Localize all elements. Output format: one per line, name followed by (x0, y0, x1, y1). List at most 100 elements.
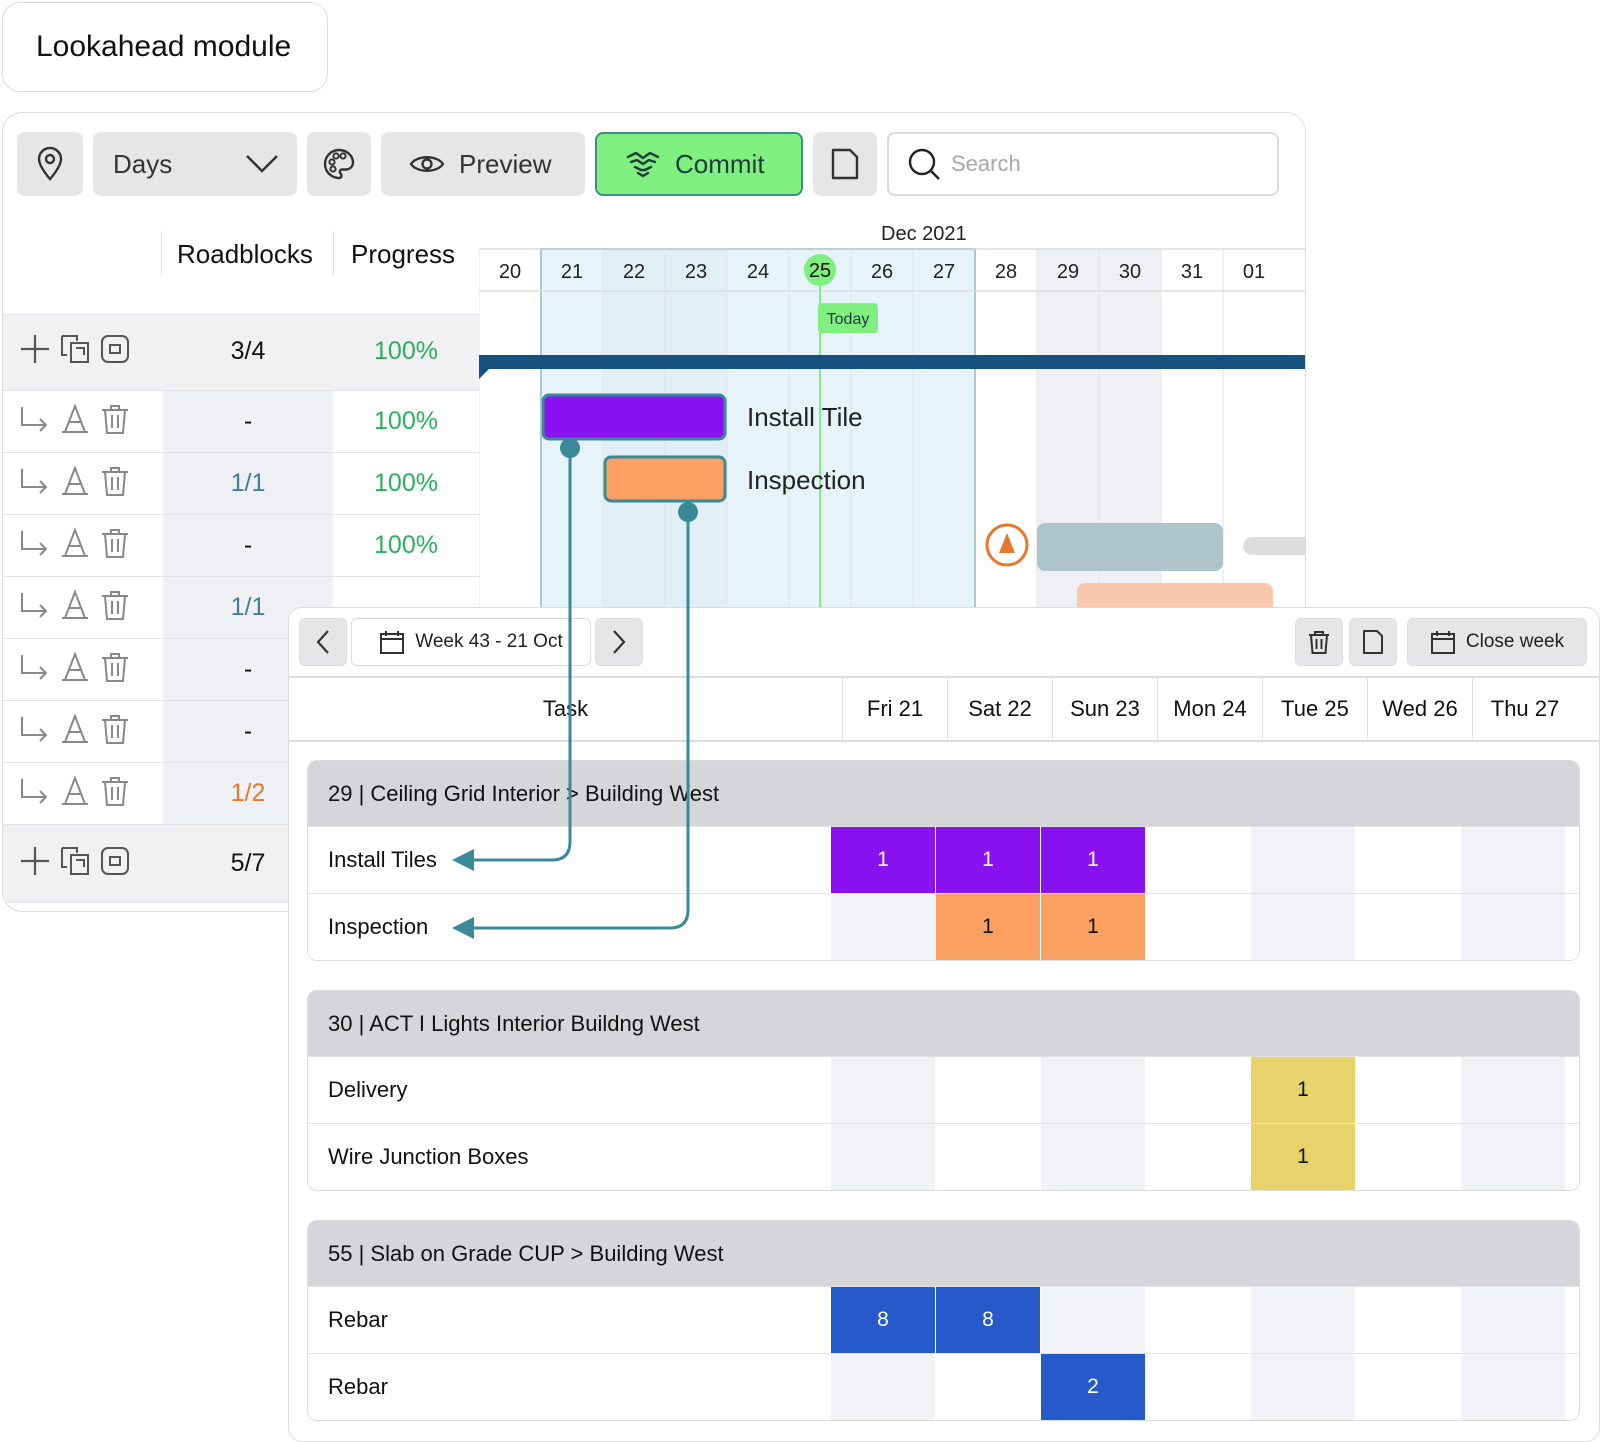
task-group: 29 | Ceiling Grid Interior > Building We… (307, 760, 1580, 961)
day-cell[interactable]: 1 (830, 827, 935, 893)
indent-button[interactable] (19, 651, 51, 688)
task-name[interactable]: Wire Junction Boxes (328, 1144, 529, 1169)
day-cell[interactable] (1040, 1057, 1145, 1123)
group-title[interactable]: 30 | ACT I Lights Interior Buildng West (308, 991, 1579, 1056)
link-button[interactable] (59, 845, 91, 882)
delete-row-button[interactable] (99, 527, 131, 564)
format-button[interactable] (59, 403, 91, 440)
day-cell[interactable]: 1 (935, 894, 1040, 960)
task-name[interactable]: Rebar (328, 1307, 388, 1332)
add-button[interactable] (19, 845, 51, 882)
day-cell[interactable] (1145, 827, 1250, 893)
day-cell[interactable]: 1 (1040, 827, 1145, 893)
day-cell[interactable] (1250, 1287, 1355, 1353)
day-cell[interactable] (1145, 1124, 1250, 1190)
format-button[interactable] (59, 713, 91, 750)
task-name[interactable]: Inspection (328, 914, 429, 939)
day-cell[interactable] (830, 1354, 935, 1420)
close-week-button[interactable]: Close week (1407, 618, 1587, 666)
day-cell[interactable] (1145, 1354, 1250, 1420)
day-cell[interactable] (1460, 1287, 1565, 1353)
day-cell[interactable] (1145, 894, 1250, 960)
task-name[interactable]: Delivery (328, 1077, 408, 1102)
preview-button[interactable]: Preview (381, 132, 585, 196)
day-cell[interactable] (935, 1354, 1040, 1420)
day-cell[interactable] (1460, 1354, 1565, 1420)
day-cell[interactable]: 8 (935, 1287, 1040, 1353)
palette-button[interactable] (307, 132, 371, 196)
commit-button[interactable]: Commit (595, 132, 803, 196)
day-cell[interactable] (1355, 1354, 1460, 1420)
format-button[interactable] (59, 527, 91, 564)
task-name[interactable]: Install Tiles (328, 847, 437, 872)
day-cell[interactable] (1145, 1287, 1250, 1353)
day-cell[interactable]: 1 (1250, 1124, 1355, 1190)
delete-row-button[interactable] (99, 775, 131, 812)
day-cell[interactable] (830, 894, 935, 960)
indent-button[interactable] (19, 403, 51, 440)
search-box[interactable]: Search (887, 132, 1279, 196)
divider (289, 740, 1599, 742)
delete-row-button[interactable] (99, 589, 131, 626)
day-cell[interactable] (1355, 827, 1460, 893)
day-cell[interactable] (830, 1124, 935, 1190)
week-selector[interactable]: Week 43 - 21 Oct (351, 618, 591, 666)
day-cell[interactable] (1460, 894, 1565, 960)
add-button[interactable] (19, 333, 51, 370)
indent-button[interactable] (19, 713, 51, 750)
indent-button[interactable] (19, 775, 51, 812)
format-button[interactable] (59, 775, 91, 812)
location-button[interactable] (17, 132, 83, 196)
link-button[interactable] (59, 333, 91, 370)
day-cell[interactable] (1355, 894, 1460, 960)
day-cell[interactable] (1355, 1057, 1460, 1123)
save-view-button[interactable] (813, 132, 877, 196)
day-cell[interactable] (1460, 827, 1565, 893)
text-style-icon (62, 589, 88, 619)
day-cell[interactable]: 2 (1040, 1354, 1145, 1420)
day-cell[interactable]: 8 (830, 1287, 935, 1353)
day-cell[interactable] (1040, 1124, 1145, 1190)
day-cell[interactable] (1250, 894, 1355, 960)
indent-button[interactable] (19, 527, 51, 564)
next-week-button[interactable] (595, 618, 643, 666)
group-title[interactable]: 55 | Slab on Grade CUP > Building West (308, 1221, 1579, 1286)
day-cell[interactable] (830, 1057, 935, 1123)
prev-week-button[interactable] (299, 618, 347, 666)
day-cell[interactable] (1460, 1124, 1565, 1190)
format-button[interactable] (59, 589, 91, 626)
roadblock-cone-shape (999, 533, 1015, 553)
indent-button[interactable] (19, 589, 51, 626)
day-cell[interactable] (1040, 1287, 1145, 1353)
calendar-icon (1430, 631, 1455, 654)
day-cell[interactable]: 1 (1250, 1057, 1355, 1123)
indent-button[interactable] (19, 465, 51, 502)
days-dropdown[interactable]: Days (93, 132, 297, 196)
day-cell[interactable]: 1 (1040, 894, 1145, 960)
gantt-day-label: 26 (871, 261, 893, 283)
day-cell[interactable] (935, 1124, 1040, 1190)
day-cell[interactable] (1355, 1124, 1460, 1190)
day-cell[interactable] (1355, 1287, 1460, 1353)
format-button[interactable] (59, 465, 91, 502)
day-cell[interactable] (1250, 827, 1355, 893)
trash-icon (102, 467, 128, 496)
delete-row-button[interactable] (99, 713, 131, 750)
day-cell[interactable]: 1 (935, 827, 1040, 893)
day-cell[interactable] (1460, 1057, 1565, 1123)
delete-row-button[interactable] (99, 403, 131, 440)
delete-button[interactable] (1295, 618, 1343, 666)
day-cell[interactable] (1145, 1057, 1250, 1123)
schedule-button[interactable] (99, 845, 131, 882)
delete-row-button[interactable] (99, 651, 131, 688)
document-button[interactable] (1349, 618, 1397, 666)
chevron-down-icon (246, 155, 278, 173)
day-cell[interactable] (1250, 1354, 1355, 1420)
schedule-button[interactable] (99, 333, 131, 370)
format-button[interactable] (59, 651, 91, 688)
group-title[interactable]: 29 | Ceiling Grid Interior > Building We… (308, 761, 1579, 826)
commit-label: Commit (675, 148, 765, 179)
day-cell[interactable] (935, 1057, 1040, 1123)
delete-row-button[interactable] (99, 465, 131, 502)
task-name[interactable]: Rebar (328, 1374, 388, 1399)
